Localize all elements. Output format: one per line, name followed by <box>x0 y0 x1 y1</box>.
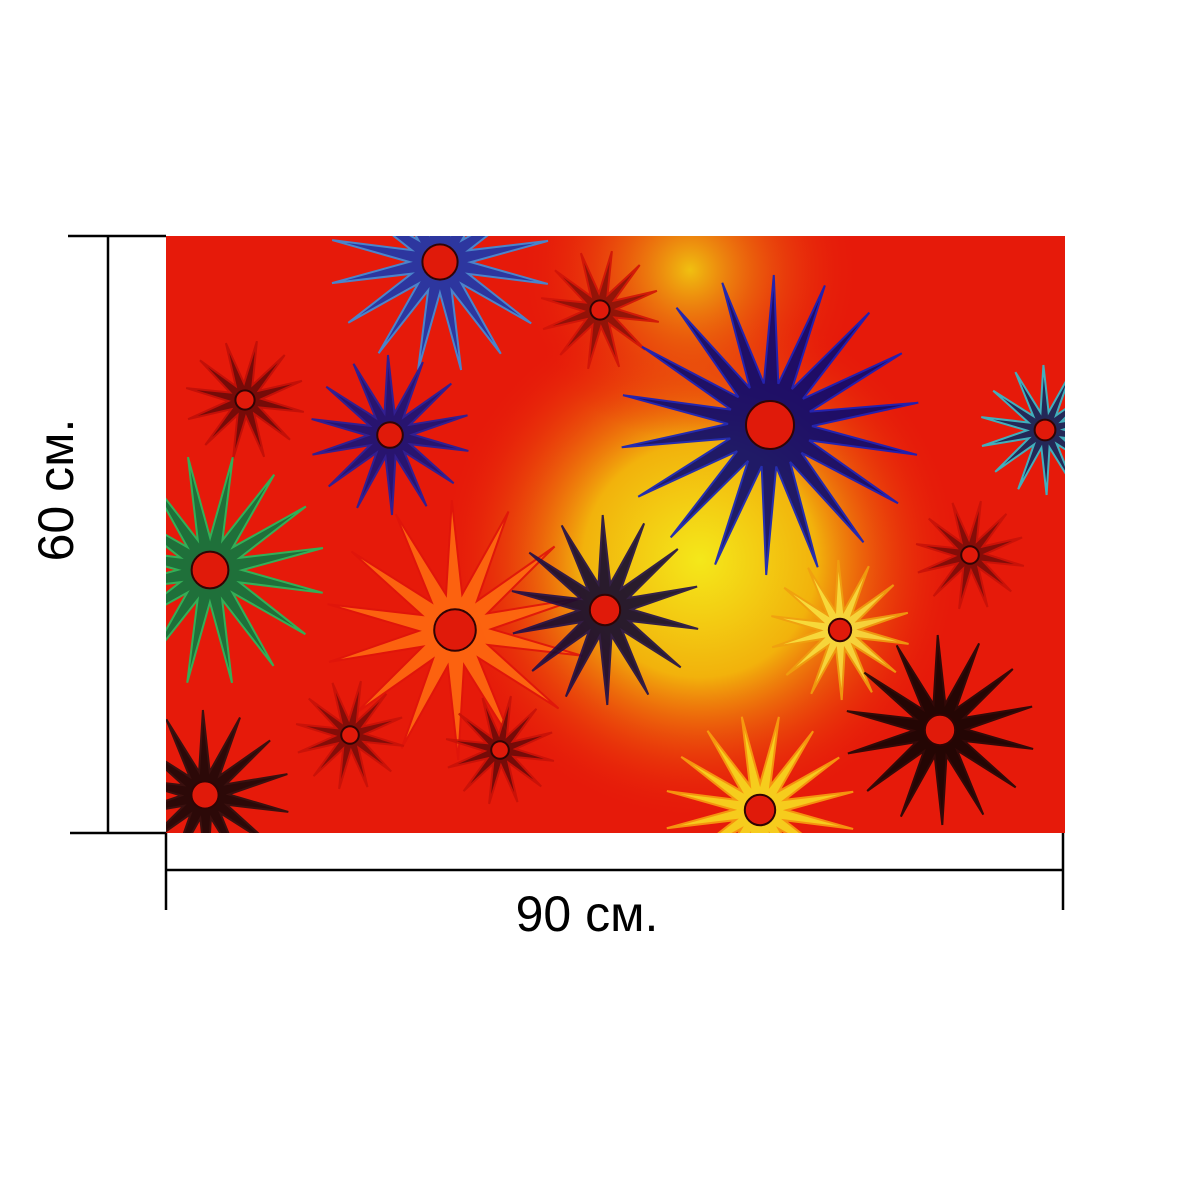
starburst-core <box>376 421 404 449</box>
print-artwork <box>166 236 1065 833</box>
starburst-core <box>433 608 477 652</box>
starburst <box>981 364 1065 496</box>
starburst <box>331 236 549 371</box>
starburst <box>666 716 854 833</box>
starburst-core <box>923 713 957 747</box>
starburst-core <box>190 550 230 590</box>
starburst-core <box>960 545 980 565</box>
starburst-core <box>745 400 795 450</box>
height-label: 60 см. <box>28 419 84 562</box>
starburst-core <box>421 243 459 281</box>
starburst-core <box>743 793 777 827</box>
starburst-core <box>340 725 360 745</box>
starburst-core <box>234 389 256 411</box>
starburst-core <box>490 740 510 760</box>
width-label: 90 см. <box>516 886 659 942</box>
starburst-core <box>190 780 220 810</box>
starburst-core <box>827 617 853 643</box>
starburst-core <box>589 299 611 321</box>
starburst-core <box>588 593 622 627</box>
starburst-core <box>1033 418 1057 442</box>
